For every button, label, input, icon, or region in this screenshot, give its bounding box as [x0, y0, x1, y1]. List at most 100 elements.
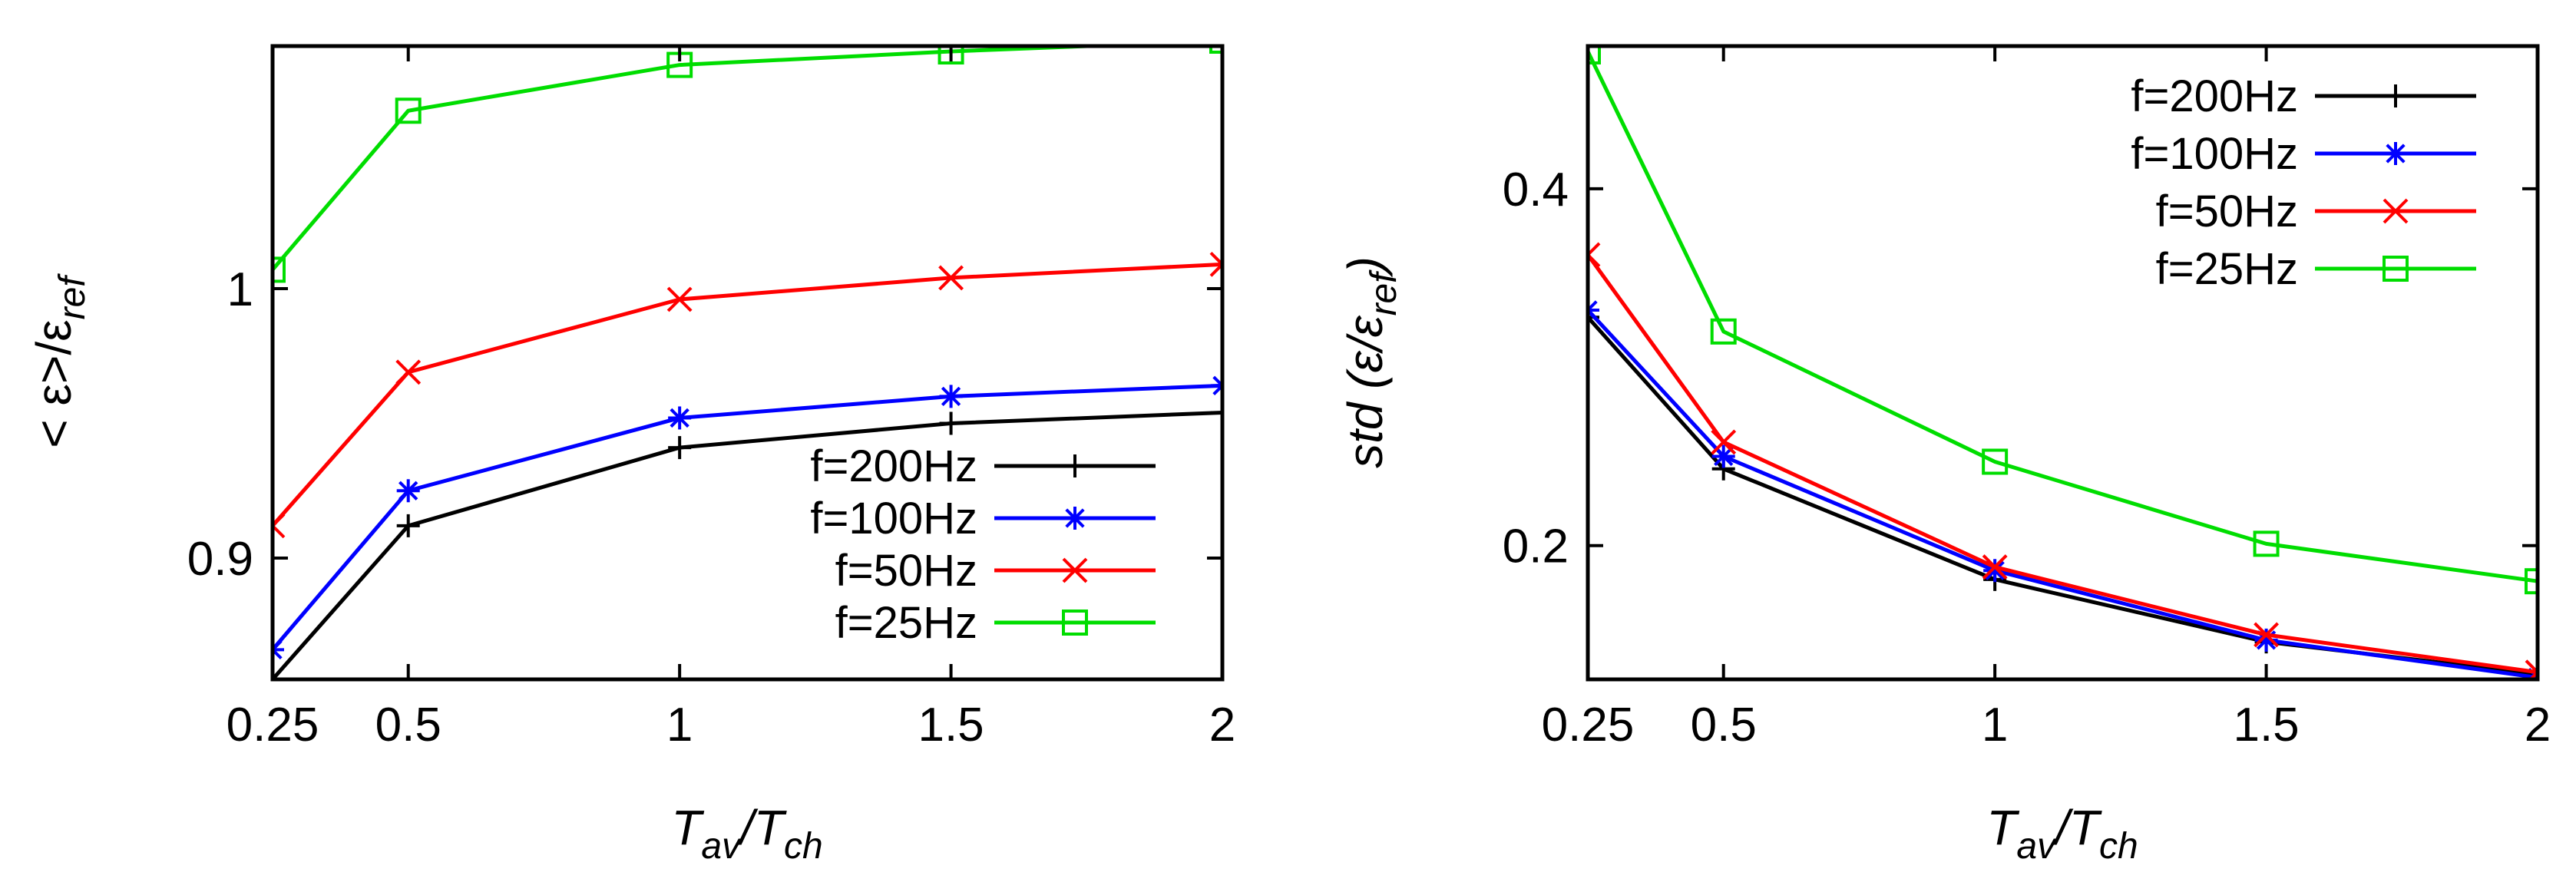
std-chart-series-group	[1588, 46, 2538, 679]
mean-legend-item-f-200hz: f=200Hz	[810, 441, 1156, 491]
std-x-tick: 2	[2525, 46, 2551, 752]
std-series-f-100hz	[1588, 298, 2538, 679]
std-legend-marker	[2383, 256, 2409, 282]
std-series-f-25hz	[1588, 46, 2538, 595]
mean-data-point-f-25hz	[273, 256, 286, 283]
std-chart-ticks: 0.25 0.5 1 1.5 2 0.2 0.4	[1503, 46, 2551, 752]
mean-legend-marker	[1062, 557, 1088, 583]
mean-data-point-f-100hz	[939, 385, 963, 408]
std-series-f-200hz	[1588, 306, 2538, 679]
mean-legend-label: f=200Hz	[810, 441, 977, 491]
mean-legend-item-f-25hz: f=25Hz	[835, 598, 1156, 648]
mean-series-line-f-200hz	[273, 410, 1222, 679]
std-legend-label: f=100Hz	[2131, 129, 2298, 179]
mean-data-point-f-25hz	[395, 97, 422, 124]
std-y-tick: 0.2	[1503, 520, 2538, 573]
mean-data-point-f-50hz	[938, 265, 964, 291]
mean-x-tick-label: 2	[1209, 699, 1235, 752]
std-legend-item-f-25hz: f=25Hz	[2156, 244, 2476, 294]
std-data-point-f-100hz	[1588, 298, 1599, 322]
mean-legend-item-f-100hz: f=100Hz	[810, 494, 1156, 543]
std-legend-marker	[2384, 84, 2407, 107]
mean-series-f-100hz	[273, 374, 1222, 662]
mean-x-tick: 1.5	[918, 46, 984, 752]
std-y-tick-label: 0.2	[1503, 520, 1569, 573]
mean-data-point-f-50hz	[395, 359, 422, 385]
mean-legend-marker	[1062, 610, 1088, 636]
std-data-point-f-100hz	[1711, 444, 1735, 468]
std-legend-item-f-50hz: f=50Hz	[2156, 187, 2476, 236]
mean-legend-marker	[1063, 454, 1086, 477]
mean-series-line-f-25hz	[273, 46, 1136, 272]
std-x-tick: 0.25	[1542, 46, 1635, 752]
std-x-tick-label: 0.25	[1542, 699, 1635, 752]
mean-legend-label: f=25Hz	[835, 598, 977, 648]
mean-data-point-f-100hz	[273, 638, 284, 662]
std-x-tick: 1.5	[2233, 46, 2300, 752]
std-chart-plot-frame	[1586, 44, 2540, 682]
mean-series-f-25hz	[273, 46, 1222, 283]
mean-data-point-f-25hz	[937, 46, 964, 65]
std-data-point-f-50hz	[2254, 622, 2279, 648]
mean-chart-ticks: 0.25 0.5 1 1.5 2 0.9 1	[187, 46, 1235, 752]
mean-y-tick-label: 0.9	[187, 533, 253, 586]
std-data-point-f-25hz	[2525, 568, 2538, 595]
std-series-f-50hz	[1588, 242, 2538, 679]
mean-x-tick-label: 0.25	[227, 699, 319, 752]
mean-x-tick: 0.25	[227, 46, 319, 752]
std-legend-label: f=50Hz	[2156, 187, 2298, 236]
std-chart-y-axis-label: std (ε/εref)	[1338, 256, 1404, 468]
mean-data-point-f-100hz	[1211, 374, 1222, 398]
std-data-point-f-200hz	[2526, 662, 2538, 679]
std-x-tick-label: 0.5	[1691, 699, 1757, 752]
mean-data-point-f-200hz	[668, 436, 692, 460]
std-data-point-f-25hz	[2253, 530, 2280, 557]
mean-legend-label: f=100Hz	[810, 494, 977, 543]
mean-data-point-f-200hz	[1211, 401, 1222, 425]
mean-x-tick-label: 0.5	[375, 699, 441, 752]
std-series-line-f-25hz	[1588, 50, 2538, 583]
std-legend-marker	[2384, 142, 2407, 165]
std-legend-label: f=25Hz	[2156, 244, 2298, 294]
mean-chart-x-axis-label: Tav/Tch	[671, 800, 822, 867]
std-data-point-f-50hz	[1982, 554, 2008, 580]
std-x-tick: 0.5	[1691, 46, 1757, 752]
std-series-line-f-200hz	[1588, 316, 2538, 676]
std-y-tick: 0.4	[1503, 164, 2538, 216]
std-data-point-f-50hz	[1588, 242, 1601, 268]
mean-data-point-f-100hz	[396, 479, 420, 503]
std-x-tick-label: 1	[1982, 699, 2008, 752]
std-x-tick: 1	[1982, 46, 2008, 752]
mean-legend-item-f-50hz: f=50Hz	[835, 546, 1156, 596]
std-data-point-f-50hz	[1711, 429, 1737, 455]
std-x-tick-label: 2	[2525, 699, 2551, 752]
mean-strain-chart: 0.25 0.5 1 1.5 2 0.9 1 f=200Hzf=100Hzf=50Hzf=2…	[26, 44, 1235, 867]
mean-data-point-f-50hz	[273, 513, 286, 539]
mean-chart-y-axis-label: < ε>/εref	[26, 273, 93, 448]
std-legend-item-f-200hz: f=200Hz	[2131, 71, 2476, 121]
mean-y-tick: 1	[227, 263, 1222, 316]
mean-y-tick: 0.9	[187, 533, 1222, 586]
std-x-tick-label: 1.5	[2233, 699, 2299, 752]
std-data-point-f-25hz	[1588, 46, 1601, 64]
std-strain-chart: 0.25 0.5 1 1.5 20.20.4 f=200Hzf=100Hzf=50Hzf…	[1338, 44, 2551, 867]
mean-y-tick-label: 1	[227, 263, 253, 316]
std-legend-marker	[2383, 198, 2409, 224]
mean-x-tick-label: 1	[666, 699, 693, 752]
mean-series-f-50hz	[273, 251, 1222, 539]
mean-data-point-f-200hz	[939, 411, 963, 435]
mean-data-point-f-100hz	[668, 406, 692, 430]
mean-x-tick: 2	[1209, 46, 1235, 752]
mean-legend-label: f=50Hz	[835, 546, 977, 596]
mean-data-point-f-200hz	[396, 514, 420, 537]
mean-chart-plot-frame	[270, 44, 1225, 682]
std-legend-item-f-100hz: f=100Hz	[2131, 129, 2476, 179]
mean-series-f-200hz	[273, 401, 1222, 679]
mean-data-point-f-50hz	[666, 286, 693, 312]
std-data-point-f-50hz	[2525, 659, 2538, 679]
mean-chart-series-group	[273, 46, 1222, 679]
mean-x-tick: 0.5	[375, 46, 441, 752]
std-chart-legend: f=200Hz f=100Hz f=50Hz f=25Hz	[2131, 71, 2476, 294]
